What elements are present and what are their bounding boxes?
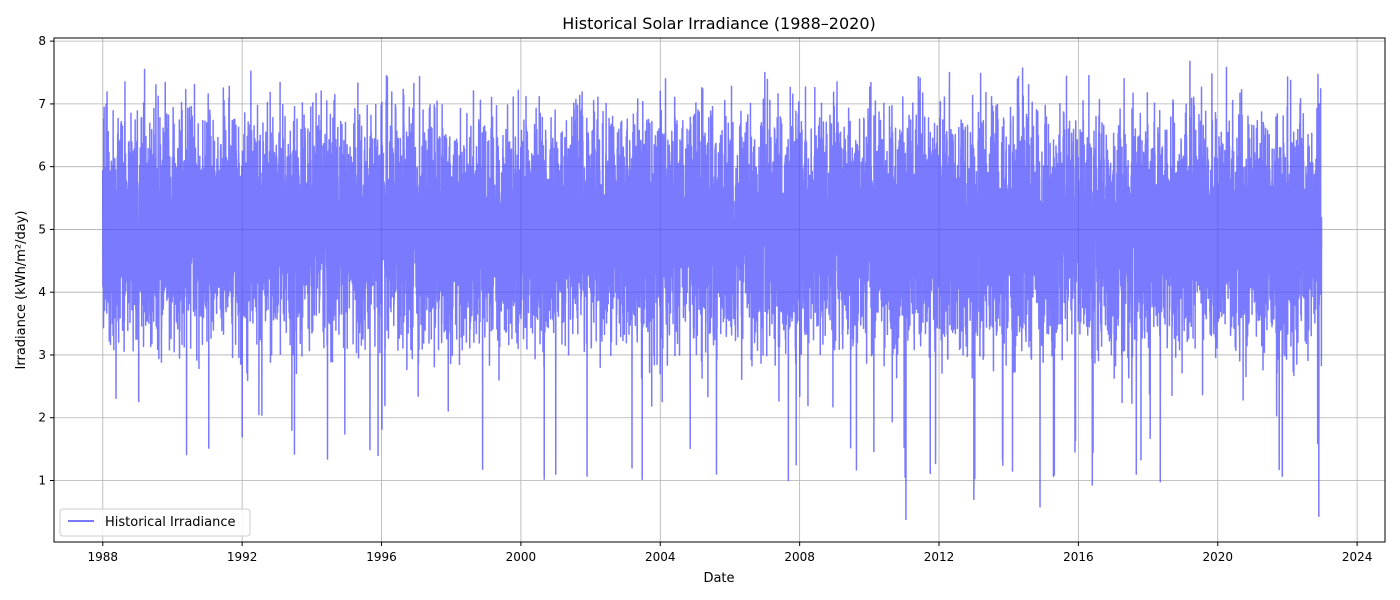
- x-tick-label: 2000: [506, 550, 537, 564]
- y-tick-label: 8: [38, 34, 46, 48]
- y-tick-label: 6: [38, 160, 46, 174]
- y-tick-label: 7: [38, 97, 46, 111]
- chart-title: Historical Solar Irradiance (1988–2020): [562, 14, 875, 33]
- x-tick-label: 2004: [645, 550, 676, 564]
- y-axis-ticks: 1 2 3 4 5 6 7 8: [38, 34, 54, 487]
- y-tick-label: 2: [38, 411, 46, 425]
- y-tick-label: 1: [38, 473, 46, 487]
- x-axis-ticks: 1988 1992 1996 2000 2004 2008 2012 2016 2020 2024: [88, 542, 1373, 564]
- x-tick-label: 2016: [1063, 550, 1094, 564]
- y-tick-label: 4: [38, 285, 46, 299]
- legend-label: Historical Irradiance: [105, 515, 236, 530]
- plot-frame: [53, 37, 1386, 543]
- x-tick-label: 2008: [784, 550, 815, 564]
- y-tick-label: 3: [38, 348, 46, 362]
- x-tick-label: 2024: [1342, 550, 1373, 564]
- series-layer: [102, 60, 1323, 521]
- x-axis-title: Date: [703, 571, 734, 586]
- y-axis-title: Irradiance (kWh/m²/day): [14, 211, 29, 370]
- legend-box: [59, 508, 251, 537]
- x-tick-label: 1996: [366, 550, 397, 564]
- x-tick-label: 2020: [1202, 550, 1233, 564]
- legend: Historical Irradiance: [59, 508, 251, 537]
- x-tick-label: 2012: [924, 550, 955, 564]
- y-tick-label: 5: [38, 222, 46, 236]
- x-tick-label: 1988: [88, 550, 119, 564]
- x-tick-label: 1992: [227, 550, 258, 564]
- series-line-historical-irradiance: [102, 60, 1323, 521]
